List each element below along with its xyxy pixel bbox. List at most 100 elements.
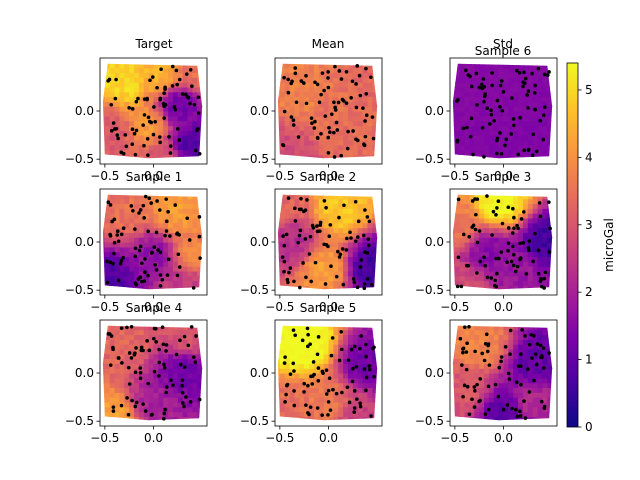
- heat-cell: [513, 285, 519, 290]
- heat-cell: [153, 251, 159, 258]
- heat-cell: [479, 106, 485, 112]
- station-point: [168, 234, 172, 238]
- heat-cell: [158, 63, 164, 69]
- heat-cell: [168, 382, 174, 389]
- heat-cell: [105, 320, 110, 325]
- heat-cell: [129, 401, 135, 408]
- heat-cell: [290, 189, 295, 194]
- heat-cell: [347, 227, 354, 233]
- heat-cell: [187, 213, 194, 219]
- heat-cell: [192, 96, 198, 102]
- heat-cell: [518, 58, 523, 63]
- heat-cell: [284, 208, 291, 214]
- heat-cell: [177, 130, 184, 136]
- heat-cell: [279, 125, 286, 131]
- heat-cell: [158, 397, 164, 403]
- heat-cell: [284, 135, 291, 141]
- heat-cell: [343, 91, 349, 98]
- heat-cell: [362, 115, 369, 122]
- heat-cell: [187, 232, 194, 238]
- station-point: [468, 134, 473, 139]
- heat-cell: [454, 149, 461, 155]
- heat-cell: [508, 344, 514, 350]
- heat-cell: [459, 101, 466, 107]
- heat-cell: [289, 125, 296, 131]
- heat-cell: [172, 334, 179, 340]
- heat-cell: [124, 139, 130, 146]
- heat-cell: [474, 358, 480, 364]
- heat-cell: [289, 120, 296, 127]
- station-point: [536, 66, 541, 71]
- heat-cell: [153, 406, 159, 413]
- heat-cell: [294, 120, 300, 127]
- heat-cell: [522, 280, 529, 286]
- heat-cell: [484, 353, 490, 360]
- heat-cell: [177, 242, 184, 248]
- heat-cell: [148, 222, 155, 229]
- heat-cell: [352, 377, 359, 384]
- heat-cell: [352, 270, 359, 277]
- heat-cell: [372, 139, 378, 146]
- heat-cell: [168, 208, 174, 214]
- heat-cell: [498, 266, 505, 272]
- heat-cell: [153, 77, 159, 83]
- heat-cell: [343, 363, 349, 369]
- heat-cell: [333, 208, 339, 214]
- heat-cell: [153, 246, 159, 253]
- station-point: [342, 203, 346, 208]
- heat-cell: [134, 101, 140, 107]
- heat-cell: [474, 232, 480, 238]
- station-point: [139, 345, 144, 350]
- heat-cell: [279, 111, 286, 117]
- heat-cell: [177, 406, 184, 413]
- heat-cell: [148, 416, 155, 421]
- heat-cell: [134, 251, 140, 258]
- heat-cell: [338, 344, 344, 350]
- station-point: [127, 351, 132, 355]
- heat-cell: [469, 363, 475, 369]
- heat-cell: [547, 154, 553, 159]
- heat-cell: [372, 406, 378, 413]
- heat-cell: [459, 154, 466, 159]
- heat-cell: [518, 213, 524, 219]
- heat-cell: [318, 149, 325, 155]
- heat-cell: [104, 387, 111, 393]
- heat-cell: [277, 368, 281, 374]
- heat-cell: [177, 237, 184, 243]
- heat-cell: [452, 242, 456, 248]
- heat-cell: [289, 154, 296, 159]
- heat-cell: [513, 189, 518, 194]
- heat-cell: [153, 125, 159, 131]
- heat-cell: [367, 382, 373, 389]
- heat-cell: [454, 358, 461, 364]
- heat-cell: [197, 82, 203, 88]
- station-point: [318, 223, 323, 227]
- station-point: [160, 277, 165, 282]
- heat-cell: [279, 377, 286, 384]
- station-point: [488, 122, 492, 126]
- heat-cell: [104, 91, 111, 98]
- heat-cell: [372, 72, 378, 78]
- heat-cell: [172, 63, 179, 69]
- station-point: [459, 284, 464, 289]
- heat-cell: [537, 111, 544, 117]
- heat-cell: [357, 222, 364, 229]
- heat-cell: [537, 251, 544, 258]
- heat-cell: [318, 77, 325, 83]
- heat-cell: [182, 358, 189, 364]
- heat-cell: [138, 227, 145, 233]
- heat-cell: [464, 325, 471, 331]
- heat-cell: [177, 353, 184, 360]
- heat-cell: [528, 189, 533, 194]
- heat-cell: [138, 111, 145, 117]
- heat-cell: [537, 106, 544, 112]
- heat-cell: [454, 86, 461, 93]
- heat-cell: [134, 189, 139, 194]
- heat-cell: [474, 96, 480, 102]
- heat-cell: [104, 106, 111, 112]
- heat-cell: [102, 411, 106, 417]
- heat-cell: [168, 125, 174, 131]
- heat-cell: [124, 270, 130, 277]
- heat-cell: [474, 353, 480, 360]
